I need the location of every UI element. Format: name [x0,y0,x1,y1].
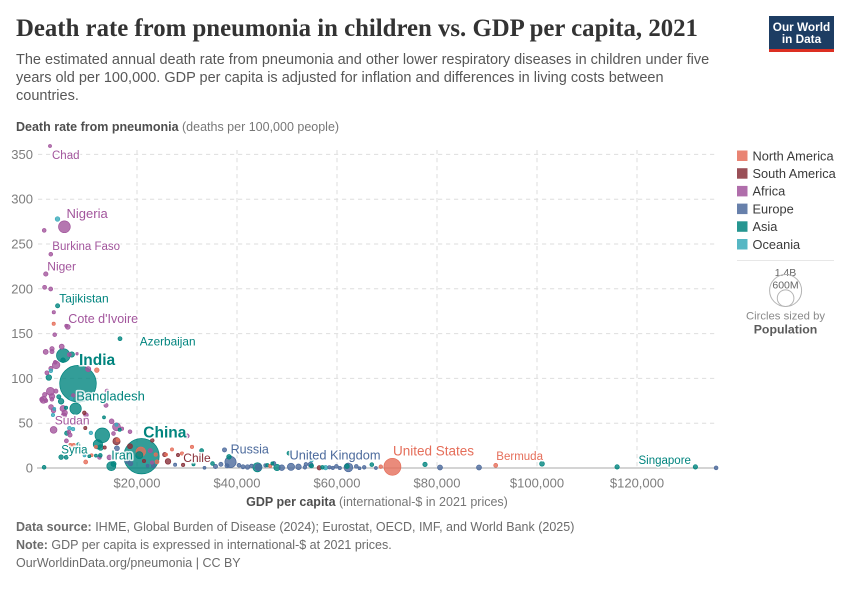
svg-text:Burkina Faso: Burkina Faso [52,241,120,253]
svg-text:South America: South America [753,166,837,181]
svg-text:Nigeria: Nigeria [67,206,109,221]
svg-text:Bangladesh: Bangladesh [76,389,145,404]
svg-text:United States: United States [393,444,474,459]
svg-text:200: 200 [11,281,33,296]
svg-text:$100,000: $100,000 [510,476,564,491]
svg-text:Africa: Africa [753,184,787,199]
svg-text:$80,000: $80,000 [414,476,461,491]
svg-text:$60,000: $60,000 [314,476,361,491]
svg-text:Tajikistan: Tajikistan [59,292,108,306]
svg-text:North America: North America [753,148,835,163]
svg-text:India: India [79,352,116,369]
svg-text:1.4B: 1.4B [775,267,797,279]
svg-text:United Kingdom: United Kingdom [290,448,381,463]
svg-text:300: 300 [11,192,33,207]
svg-text:GDP per capita (international-: GDP per capita (international-$ in 2021 … [246,495,508,509]
svg-text:50: 50 [19,416,33,431]
svg-text:Singapore: Singapore [639,455,691,467]
svg-text:Circles sized by: Circles sized by [746,311,825,323]
svg-text:Bermuda: Bermuda [496,451,543,463]
svg-text:Asia: Asia [753,219,779,234]
svg-text:0: 0 [26,461,33,476]
svg-text:600M: 600M [772,280,798,292]
svg-text:Russia: Russia [231,443,269,457]
svg-text:China: China [143,425,186,442]
svg-text:Cote d'Ivoire: Cote d'Ivoire [68,312,138,326]
svg-text:$40,000: $40,000 [214,476,261,491]
svg-text:Chile: Chile [183,451,211,465]
svg-text:Azerbaijan: Azerbaijan [140,335,196,349]
svg-text:100: 100 [11,371,33,386]
svg-text:Niger: Niger [47,260,76,274]
svg-text:150: 150 [11,326,33,341]
svg-text:250: 250 [11,237,33,252]
svg-text:Population: Population [754,323,818,337]
svg-text:Iran: Iran [111,449,133,463]
svg-text:350: 350 [11,147,33,162]
svg-text:$20,000: $20,000 [114,476,161,491]
svg-text:Chad: Chad [52,150,80,162]
svg-text:$120,000: $120,000 [610,476,664,491]
svg-text:Sudan: Sudan [55,414,90,428]
svg-text:Europe: Europe [753,201,794,216]
svg-text:Oceania: Oceania [753,237,802,252]
svg-text:Syria: Syria [61,445,88,457]
